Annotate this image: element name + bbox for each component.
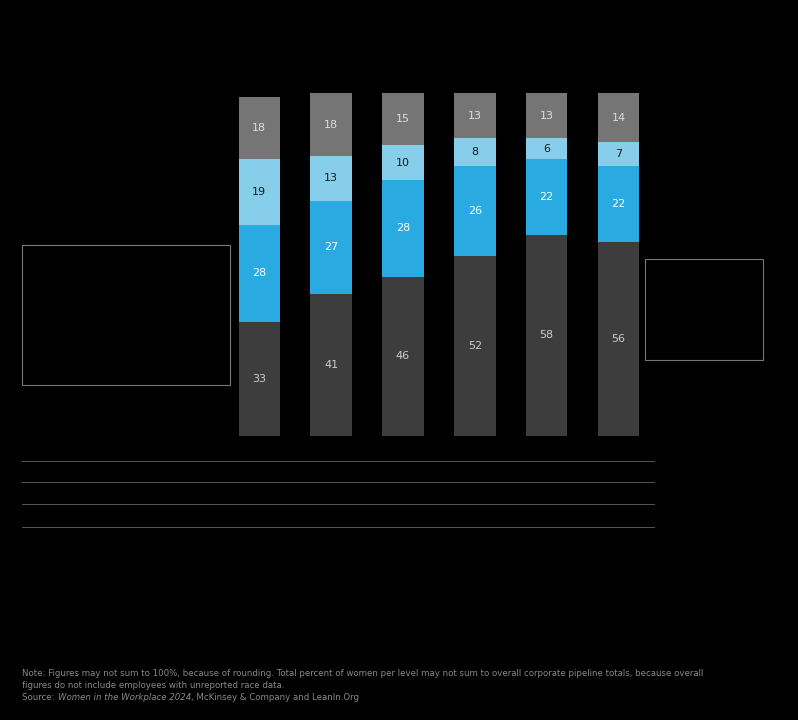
Bar: [598, 166, 639, 242]
Bar: [598, 142, 639, 166]
Bar: [526, 138, 567, 159]
Bar: [382, 145, 424, 180]
Bar: [310, 294, 352, 436]
Bar: [454, 256, 496, 436]
Text: 19: 19: [252, 187, 267, 197]
Bar: [598, 94, 639, 142]
Text: 18: 18: [324, 120, 338, 130]
Bar: [382, 276, 424, 436]
Bar: [454, 138, 496, 166]
Text: 13: 13: [324, 173, 338, 183]
Bar: [310, 94, 352, 156]
Bar: [645, 259, 763, 360]
Text: 8: 8: [472, 147, 478, 157]
Text: figures do not include employees with unreported race data.: figures do not include employees with un…: [22, 681, 285, 690]
Text: 28: 28: [396, 223, 410, 233]
Bar: [598, 242, 639, 436]
Bar: [526, 159, 567, 235]
Text: Note: Figures may not sum to 100%, because of rounding. Total percent of women p: Note: Figures may not sum to 100%, becau…: [22, 670, 704, 678]
Text: 13: 13: [539, 111, 554, 121]
Bar: [382, 94, 424, 145]
Text: 58: 58: [539, 330, 554, 341]
Text: 28: 28: [252, 268, 267, 278]
Bar: [526, 94, 567, 138]
Text: 22: 22: [539, 192, 554, 202]
Text: 7: 7: [615, 149, 622, 159]
Text: 52: 52: [468, 341, 482, 351]
Text: 10: 10: [396, 158, 410, 168]
Bar: [454, 166, 496, 256]
Text: 22: 22: [611, 199, 626, 209]
Text: 14: 14: [611, 112, 626, 122]
Text: 26: 26: [468, 206, 482, 216]
Bar: [239, 225, 280, 322]
Text: 33: 33: [252, 374, 267, 384]
Bar: [239, 322, 280, 436]
Text: Women in the Workplace 2024: Women in the Workplace 2024: [57, 693, 191, 702]
Bar: [239, 159, 280, 225]
Bar: [239, 97, 280, 159]
Text: 56: 56: [611, 334, 626, 344]
Bar: [310, 201, 352, 294]
Text: 18: 18: [252, 123, 267, 133]
Text: , McKinsey & Company and LeanIn.Org: , McKinsey & Company and LeanIn.Org: [191, 693, 359, 702]
Bar: [22, 245, 230, 385]
Text: 41: 41: [324, 360, 338, 370]
Bar: [382, 180, 424, 276]
Bar: [310, 156, 352, 201]
Text: 27: 27: [324, 242, 338, 252]
Text: 46: 46: [396, 351, 410, 361]
Text: 6: 6: [543, 144, 550, 154]
Bar: [526, 235, 567, 436]
Bar: [454, 94, 496, 138]
Text: Source:: Source:: [22, 693, 57, 702]
Text: 15: 15: [396, 114, 410, 125]
Text: 13: 13: [468, 111, 482, 121]
